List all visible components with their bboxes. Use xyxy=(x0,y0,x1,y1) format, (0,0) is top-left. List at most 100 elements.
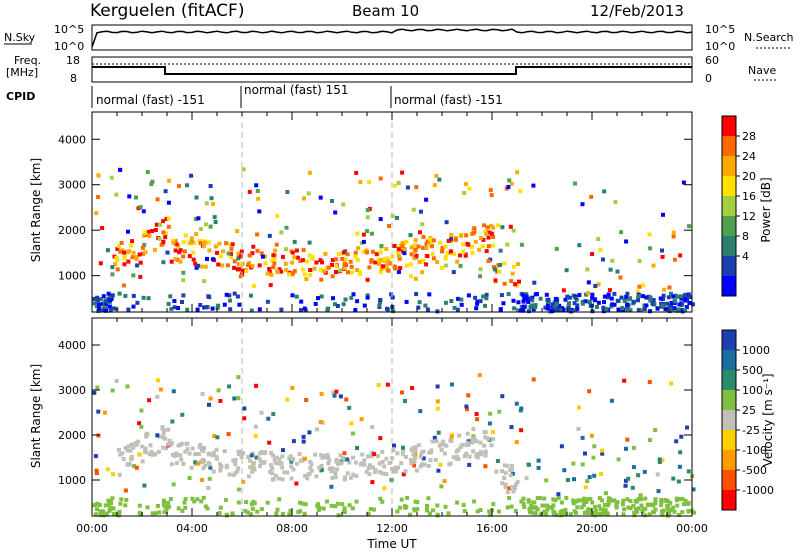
velocity-cell xyxy=(691,487,696,492)
velocity-cell xyxy=(218,398,223,403)
velocity-cell xyxy=(208,396,213,401)
velocity-cell xyxy=(659,500,664,504)
power-cell xyxy=(443,300,448,305)
power-cell xyxy=(637,294,642,298)
velocity-cell xyxy=(526,498,531,503)
power-cell xyxy=(556,307,561,312)
velocity-cell xyxy=(251,461,256,465)
velocity-cell xyxy=(319,463,324,468)
velocity-cell xyxy=(338,453,343,458)
power-cell xyxy=(440,246,445,250)
velocity-cell xyxy=(625,437,630,442)
velocity-cell xyxy=(252,501,257,506)
power-cell xyxy=(414,292,419,297)
velocity-cell xyxy=(464,404,469,409)
power-cell xyxy=(615,269,620,274)
power-cell xyxy=(631,299,636,304)
velocity-cell xyxy=(563,509,568,513)
power-colorbar-swatch xyxy=(722,276,736,297)
velocity-cell xyxy=(114,379,119,383)
velocity-cell xyxy=(418,454,423,459)
power-cell xyxy=(512,264,516,269)
power-cell xyxy=(108,308,113,313)
velocity-cell xyxy=(647,380,652,385)
velocity-cell xyxy=(243,509,248,514)
velocity-cell xyxy=(405,495,410,500)
velocity-cell xyxy=(554,513,559,517)
velocity-cell xyxy=(486,436,491,441)
velocity-cell xyxy=(208,465,213,470)
velocity-cell xyxy=(556,492,561,497)
power-cell xyxy=(491,225,496,230)
power-cell xyxy=(620,306,625,310)
power-cell xyxy=(345,252,350,257)
power-cell xyxy=(138,260,143,265)
power-cell xyxy=(554,302,559,307)
power-cell xyxy=(326,265,331,270)
velocity-cell xyxy=(495,459,500,463)
power-cell xyxy=(452,305,457,310)
power-cell xyxy=(272,248,277,253)
velocity-cell xyxy=(399,461,404,466)
velocity-cell xyxy=(253,424,258,429)
velocity-cell xyxy=(529,503,534,508)
power-cell xyxy=(194,217,198,221)
power-cell xyxy=(390,295,395,300)
velocity-cell xyxy=(246,454,251,459)
velocity-cell xyxy=(108,499,113,503)
velocity-cell xyxy=(582,496,587,501)
velocity-cell xyxy=(132,464,137,469)
velocity-cell xyxy=(598,511,603,516)
velocity-cell xyxy=(545,507,550,512)
power-cell xyxy=(606,292,611,297)
velocity-cell xyxy=(242,416,247,421)
velocity-cell xyxy=(140,444,145,449)
velocity-cell xyxy=(126,462,131,466)
velocity-cell xyxy=(628,499,633,503)
power-cell xyxy=(96,173,101,178)
velocity-colorbar-tick-label: 1000 xyxy=(742,344,770,357)
velocity-cell xyxy=(609,398,614,403)
power-cell xyxy=(114,192,119,197)
power-cell xyxy=(349,295,354,300)
velocity-cell xyxy=(236,500,241,505)
power-cell xyxy=(272,256,277,261)
power-cell xyxy=(507,178,512,183)
power-cell xyxy=(601,305,606,310)
power-cell xyxy=(115,258,120,263)
power-cell xyxy=(564,268,569,273)
power-cell xyxy=(355,268,359,272)
velocity-cell xyxy=(199,499,204,504)
power-cell xyxy=(277,267,282,272)
velocity-cell xyxy=(261,460,266,465)
power-cell xyxy=(374,252,379,257)
velocity-cell xyxy=(497,409,502,414)
power-cell xyxy=(484,292,489,297)
velocity-cell xyxy=(655,472,660,477)
power-cell xyxy=(405,185,410,190)
power-cell xyxy=(116,244,121,249)
velocity-cell xyxy=(342,510,347,515)
power-cell xyxy=(667,309,672,314)
velocity-cell xyxy=(448,461,453,466)
power-cell xyxy=(198,227,203,231)
velocity-cell xyxy=(171,389,176,394)
power-cell xyxy=(215,250,219,255)
velocity-cell xyxy=(420,462,424,467)
velocity-cell xyxy=(102,513,106,518)
power-cell xyxy=(417,300,422,305)
power-cell xyxy=(143,250,148,255)
velocity-cell xyxy=(471,434,476,439)
velocity-cell xyxy=(219,464,224,469)
power-cell xyxy=(543,305,548,310)
velocity-cell xyxy=(211,450,216,455)
velocity-cell xyxy=(161,435,165,440)
power-cell xyxy=(402,247,407,252)
velocity-cell xyxy=(465,441,470,445)
power-cell xyxy=(601,309,606,314)
power-cell xyxy=(477,247,482,252)
power-cell xyxy=(561,288,566,293)
power-cell xyxy=(434,173,439,178)
velocity-cell xyxy=(491,430,495,434)
power-cell xyxy=(420,270,425,275)
